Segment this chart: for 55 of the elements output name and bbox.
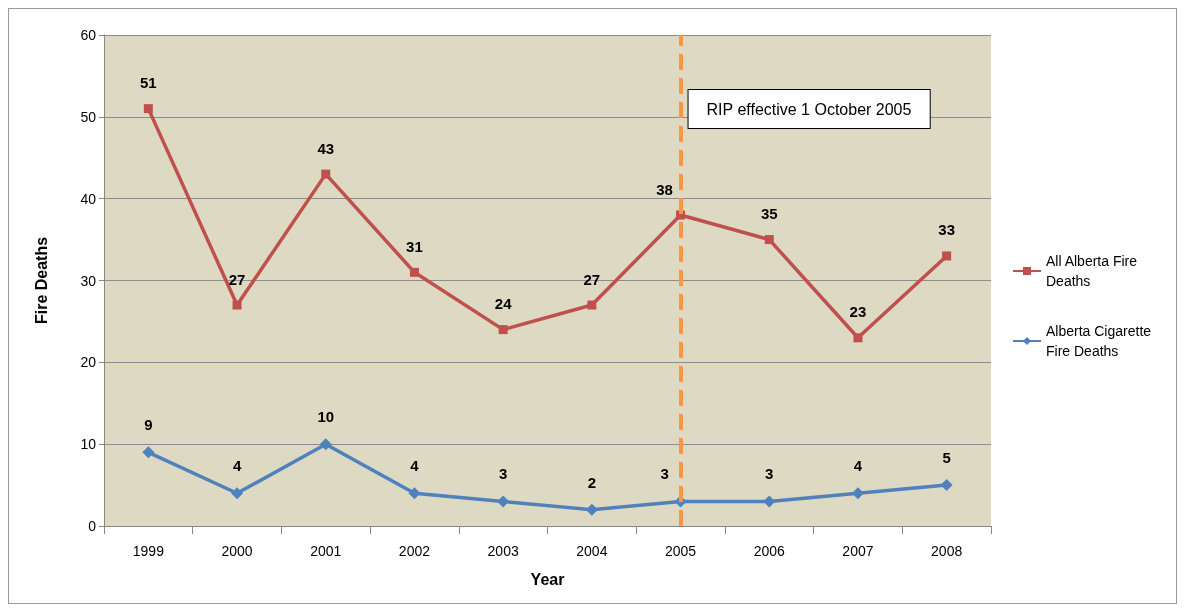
data-label: 9 (144, 416, 153, 434)
data-label: 24 (494, 295, 513, 313)
y-tick-label: 0 (88, 518, 97, 534)
point (940, 479, 953, 492)
data-label: 4 (410, 457, 420, 475)
x-tick-label: 2004 (576, 543, 608, 559)
point (587, 300, 597, 310)
point (321, 169, 331, 179)
data-label: 5 (942, 449, 951, 467)
legend-label: Alberta Cigarette Fire Deaths (1046, 323, 1155, 359)
data-label: 2 (587, 473, 597, 491)
x-axis-title: Year (530, 570, 565, 588)
data-label: 4 (232, 457, 242, 475)
point (942, 251, 952, 261)
data-label: 23 (849, 303, 867, 321)
data-label: 10 (317, 408, 335, 426)
x-tick-label: 2003 (487, 543, 519, 559)
point (498, 325, 508, 335)
point (143, 104, 153, 114)
data-label: 38 (656, 180, 673, 198)
y-tick-label: 50 (80, 108, 97, 125)
y-axis-title: Fire Deaths (32, 236, 50, 325)
x-tick-label: 1999 (132, 543, 165, 559)
y-tick-label: 30 (80, 272, 97, 289)
y-tick-label: 40 (80, 190, 97, 207)
data-label: 4 (853, 457, 863, 475)
point (231, 487, 244, 500)
data-label: 3 (660, 465, 669, 483)
point (319, 438, 332, 451)
x-tick-label: 2007 (842, 543, 874, 559)
y-tick-label: 60 (80, 27, 97, 43)
data-label: 27 (583, 270, 601, 288)
data-label: 31 (406, 237, 423, 255)
x-tick-label: 2002 (398, 543, 431, 559)
point (409, 267, 419, 277)
ref-line-label: RIP effective 1 October 2005 (706, 100, 912, 118)
x-tick-label: 2000 (221, 543, 253, 559)
point (142, 446, 155, 459)
y-tick-label: 10 (80, 436, 97, 453)
x-tick-label: 2001 (310, 543, 342, 559)
data-label: 27 (228, 270, 246, 288)
legend-label: All Alberta Fire Deaths (1046, 253, 1141, 289)
point (232, 300, 242, 310)
x-tick-label: 2006 (753, 543, 786, 559)
point (764, 235, 774, 245)
data-label: 43 (317, 139, 335, 157)
x-tick-label: 2008 (931, 543, 963, 559)
y-tick-label: 20 (80, 354, 97, 371)
data-label: 3 (765, 465, 774, 483)
data-label: 3 (498, 465, 508, 483)
data-label: 51 (140, 74, 157, 92)
x-tick-label: 2005 (664, 543, 697, 559)
point (853, 333, 863, 343)
data-label: 33 (938, 221, 955, 239)
data-label: 35 (760, 205, 778, 223)
